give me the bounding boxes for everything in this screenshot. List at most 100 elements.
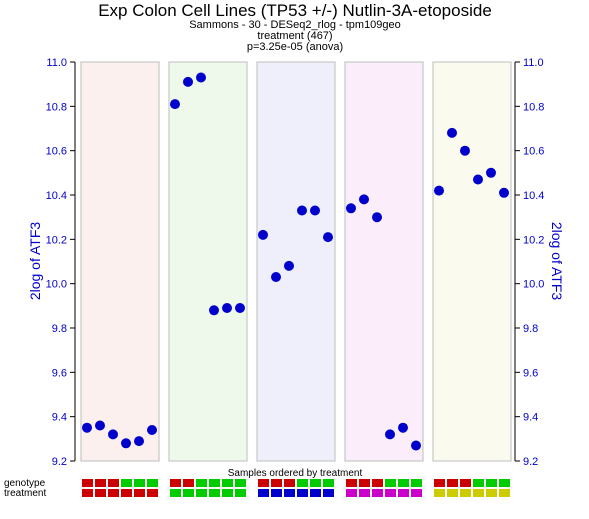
genotype-cell-g2-s1 [170, 479, 181, 487]
group-panel-1 [81, 62, 159, 461]
genotype-cell-g4-s1 [346, 479, 357, 487]
genotype-cell-g2-s2 [183, 479, 194, 487]
treatment-cell-g4-s6 [411, 489, 422, 497]
data-point-g3-s6 [323, 232, 333, 242]
treatment-cell-g2-s4 [209, 489, 220, 497]
treatment-cell-g3-s4 [297, 489, 308, 497]
data-point-g4-s6 [411, 441, 421, 451]
treatment-cell-g3-s3 [284, 489, 295, 497]
y-tick-label-right-0: 9.2 [523, 456, 538, 468]
y-tick-label-left-0: 9.2 [52, 456, 67, 468]
y-tick-label-right-1: 9.4 [523, 412, 538, 424]
genotype-cell-g1-s4 [121, 479, 132, 487]
data-point-g1-s2 [95, 421, 105, 431]
x-axis-label: Samples ordered by treatment [228, 468, 363, 479]
y-tick-label-right-8: 10.8 [523, 101, 544, 113]
y-tick-label-left-9: 11.0 [46, 57, 67, 69]
y-tick-label-left-8: 10.8 [46, 101, 67, 113]
data-point-g5-s4 [473, 175, 483, 185]
data-point-g5-s1 [434, 186, 444, 196]
group-panel-2 [169, 62, 247, 461]
genotype-cell-g4-s5 [398, 479, 409, 487]
data-point-g3-s5 [310, 206, 320, 216]
treatment-cell-g5-s5 [486, 489, 497, 497]
treatment-cell-g1-s3 [108, 489, 119, 497]
treatment-cell-g4-s4 [385, 489, 396, 497]
y-tick-label-right-5: 10.2 [523, 234, 544, 246]
data-point-g1-s6 [147, 425, 157, 435]
genotype-cell-g4-s3 [372, 479, 383, 487]
treatment-cell-g3-s1 [258, 489, 269, 497]
treatment-cell-g1-s6 [147, 489, 158, 497]
genotype-cell-g2-s6 [235, 479, 246, 487]
genotype-cell-g4-s4 [385, 479, 396, 487]
data-point-g4-s2 [359, 194, 369, 204]
treatment-cell-g2-s6 [235, 489, 246, 497]
y-axis-label-left: 2log of ATF3 [27, 222, 43, 301]
y-tick-label-left-5: 10.2 [46, 234, 67, 246]
track-label-treatment: treatment [4, 488, 46, 499]
genotype-cell-g3-s4 [297, 479, 308, 487]
data-point-g5-s6 [499, 188, 509, 198]
treatment-cell-g2-s3 [196, 489, 207, 497]
data-point-g4-s5 [398, 423, 408, 433]
treatment-cell-g5-s3 [460, 489, 471, 497]
genotype-cell-g5-s2 [447, 479, 458, 487]
data-point-g3-s4 [297, 206, 307, 216]
data-point-g3-s1 [258, 230, 268, 240]
treatment-cell-g5-s6 [499, 489, 510, 497]
data-point-g1-s5 [134, 436, 144, 446]
y-tick-label-right-9: 11.0 [523, 57, 544, 69]
data-point-g2-s2 [183, 77, 193, 87]
data-point-g4-s1 [346, 203, 356, 213]
genotype-cell-g2-s5 [222, 479, 233, 487]
y-tick-label-left-7: 10.6 [46, 146, 67, 158]
treatment-cell-g4-s5 [398, 489, 409, 497]
treatment-cell-g4-s1 [346, 489, 357, 497]
genotype-cell-g5-s5 [486, 479, 497, 487]
y-tick-label-left-6: 10.4 [46, 190, 67, 202]
y-tick-label-right-7: 10.6 [523, 146, 544, 158]
treatment-cell-g4-s2 [359, 489, 370, 497]
y-tick-label-right-3: 9.8 [523, 323, 538, 335]
genotype-cell-g2-s3 [196, 479, 207, 487]
treatment-cell-g3-s5 [310, 489, 321, 497]
data-point-g5-s5 [486, 168, 496, 178]
group-panels [81, 62, 511, 461]
genotype-cell-g1-s6 [147, 479, 158, 487]
data-point-g3-s2 [271, 272, 281, 282]
genotype-cell-g3-s6 [323, 479, 334, 487]
genotype-cell-g5-s6 [499, 479, 510, 487]
genotype-cell-g5-s3 [460, 479, 471, 487]
y-tick-label-right-4: 10.0 [523, 279, 544, 291]
y-axis-label-right: 2log of ATF3 [549, 222, 565, 301]
data-point-g1-s1 [82, 423, 92, 433]
data-point-g2-s6 [235, 303, 245, 313]
genotype-cell-g3-s1 [258, 479, 269, 487]
genotype-cell-g3-s5 [310, 479, 321, 487]
treatment-cell-g1-s1 [82, 489, 93, 497]
chart-title: Exp Colon Cell Lines (TP53 +/-) Nutlin-3… [98, 1, 492, 20]
data-point-g1-s4 [121, 438, 131, 448]
genotype-cell-g2-s4 [209, 479, 220, 487]
genotype-cell-g3-s2 [271, 479, 282, 487]
group-panel-3 [257, 62, 335, 461]
data-point-g2-s4 [209, 305, 219, 315]
genotype-cell-g1-s3 [108, 479, 119, 487]
y-tick-label-left-2: 9.6 [52, 367, 67, 379]
treatment-cell-g1-s2 [95, 489, 106, 497]
data-point-g2-s1 [170, 99, 180, 109]
y-tick-label-left-4: 10.0 [46, 279, 67, 291]
treatment-cell-g2-s1 [170, 489, 181, 497]
y-tick-label-right-6: 10.4 [523, 190, 544, 202]
treatment-cell-g3-s6 [323, 489, 334, 497]
data-point-g2-s5 [222, 303, 232, 313]
data-point-g1-s3 [108, 429, 118, 439]
group-panel-5 [433, 62, 511, 461]
genotype-cell-g5-s1 [434, 479, 445, 487]
data-point-g3-s3 [284, 261, 294, 271]
treatment-cell-g2-s5 [222, 489, 233, 497]
data-point-g4-s4 [385, 429, 395, 439]
y-tick-label-left-3: 9.8 [52, 323, 67, 335]
